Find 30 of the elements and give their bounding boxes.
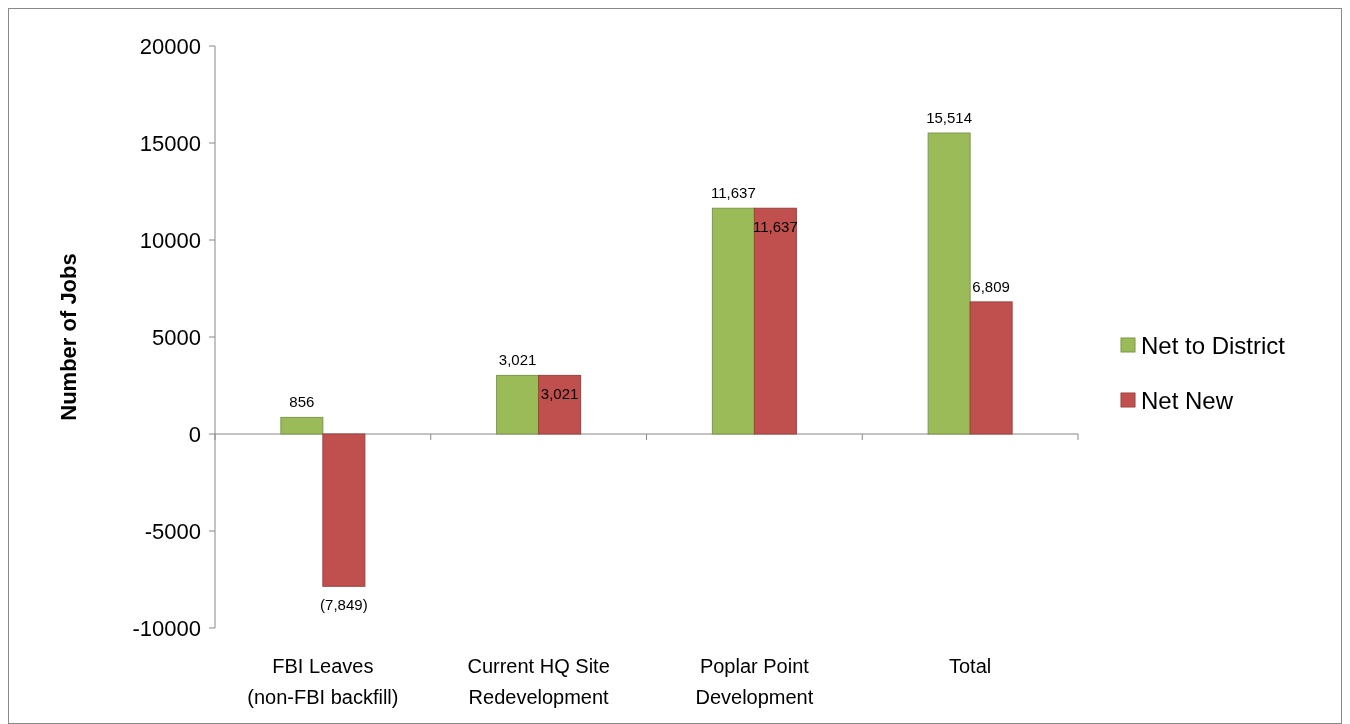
y-axis-title: Number of Jobs bbox=[56, 253, 81, 421]
y-tick-label: 5000 bbox=[152, 324, 201, 350]
bar bbox=[969, 301, 1013, 435]
data-label: 11,637 bbox=[710, 184, 756, 202]
data-label: 6,809 bbox=[972, 277, 1010, 295]
y-tick-label: 0 bbox=[188, 421, 201, 447]
data-label: 15,514 bbox=[926, 109, 973, 127]
y-tick-label: -5000 bbox=[144, 518, 201, 544]
bar bbox=[753, 207, 797, 435]
data-label: 11,637 bbox=[752, 218, 798, 236]
x-tick-label: Total bbox=[949, 655, 992, 677]
y-tick-label: 20000 bbox=[139, 33, 201, 59]
x-tick-label: Poplar Point Development bbox=[695, 655, 814, 708]
x-tick-label: Current HQ Site Redevelopment bbox=[467, 655, 610, 708]
y-tick-label: -10000 bbox=[132, 615, 201, 641]
legend-label: Net to District bbox=[1141, 332, 1286, 360]
bar bbox=[538, 374, 582, 435]
data-label: 3,021 bbox=[498, 351, 537, 369]
bar bbox=[496, 374, 540, 435]
data-label: 856 bbox=[289, 393, 315, 411]
bar bbox=[711, 207, 755, 435]
legend-label: Net New bbox=[1141, 387, 1234, 415]
bar bbox=[280, 416, 324, 435]
y-tick-label: 15000 bbox=[139, 130, 201, 156]
bar bbox=[927, 132, 971, 435]
x-tick-label: FBI Leaves (non-FBI backfill) bbox=[247, 655, 399, 708]
data-label: (7,849) bbox=[320, 596, 368, 614]
bar bbox=[322, 433, 366, 587]
data-label: 3,021 bbox=[540, 385, 579, 403]
y-tick-label: 10000 bbox=[139, 227, 201, 253]
